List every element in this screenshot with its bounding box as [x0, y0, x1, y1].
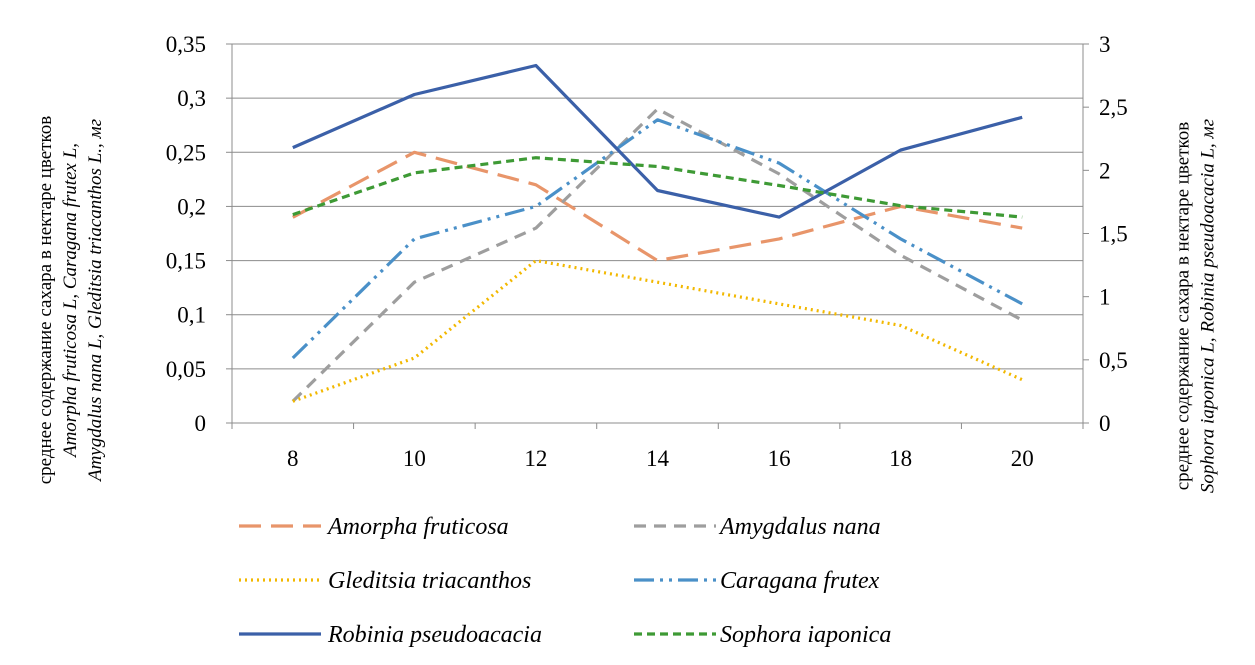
y-tick-label-right: 0	[1099, 411, 1111, 436]
axis-title-line: Sophora iaponica L, Robinia pseudoacacia…	[1198, 119, 1219, 493]
y-tick-label-right: 2,5	[1099, 95, 1128, 120]
legend-label: Gleditsia triacanthos	[328, 568, 531, 594]
x-tick-label: 20	[1011, 446, 1034, 471]
y-tick-label-left: 0,2	[177, 194, 206, 219]
x-tick-label: 18	[889, 446, 912, 471]
axis-title-line: среднее содержание сахара в нектаре цвет…	[1173, 122, 1194, 491]
y-tick-label-left: 0,1	[177, 303, 206, 328]
y-tick-label-left: 0,25	[166, 140, 206, 165]
y-tick-label-left: 0,35	[166, 32, 206, 57]
x-tick-label: 14	[646, 446, 670, 471]
x-tick-label: 16	[768, 446, 791, 471]
y-tick-label-right: 0,5	[1099, 348, 1128, 373]
axis-title-line: Amorpha fruticosa L, Caragana frutex L,	[60, 143, 81, 459]
series-line-gleditsia-triacanthos	[292, 259, 1023, 403]
x-tick-label: 10	[403, 446, 426, 471]
series-lines	[291, 63, 1023, 403]
tick-labels: 0 0,05 0,1 0,15 0,2 0,25 0,3 0,35 0 0,5 1 1,5 2 2,5 3 8…	[166, 32, 1128, 471]
axis-titles: среднее содержание сахара в нектаре цвет…	[35, 116, 1219, 493]
y-tick-label-right: 3	[1099, 32, 1111, 57]
y-tick-label-left: 0,15	[166, 249, 206, 274]
series-line-sophora-iaponica	[292, 156, 1023, 219]
legend: Amorpha fruticosa Amygdalus nana Gleditsia…	[239, 514, 891, 648]
axis-title-line: среднее содержание сахара в нектаре цвет…	[35, 116, 56, 485]
y-tick-label-right: 2	[1099, 158, 1111, 183]
series-line-amygdalus-nana	[291, 107, 1023, 403]
x-tick-label: 12	[524, 446, 547, 471]
legend-label: Amygdalus nana	[718, 514, 881, 540]
series-line-caragana-frutex	[291, 118, 1023, 360]
legend-label: Robinia pseudoacacia	[327, 622, 542, 648]
axis-title-line: Amygdalus nana L, Gleditsia triacanthos …	[85, 119, 106, 483]
series-line-amorpha-fruticosa	[292, 150, 1023, 263]
x-tick-label: 8	[287, 446, 299, 471]
y-tick-label-left: 0,3	[177, 86, 206, 111]
legend-label: Sophora iaponica	[720, 622, 891, 648]
axes	[226, 43, 1089, 429]
y-tick-label-right: 1	[1099, 285, 1111, 310]
y-axis-title-right: среднее содержание сахара в нектаре цвет…	[1173, 119, 1219, 493]
y-tick-label-left: 0	[195, 411, 207, 436]
y-axis-title-left: среднее содержание сахара в нектаре цвет…	[35, 116, 106, 485]
y-tick-label-right: 1,5	[1099, 222, 1128, 247]
series-line-robinia-pseudoacacia	[292, 63, 1023, 219]
y-tick-label-left: 0,05	[166, 357, 206, 382]
legend-label: Caragana frutex	[720, 568, 880, 594]
legend-label: Amorpha fruticosa	[326, 514, 509, 540]
gridlines	[232, 43, 1083, 370]
